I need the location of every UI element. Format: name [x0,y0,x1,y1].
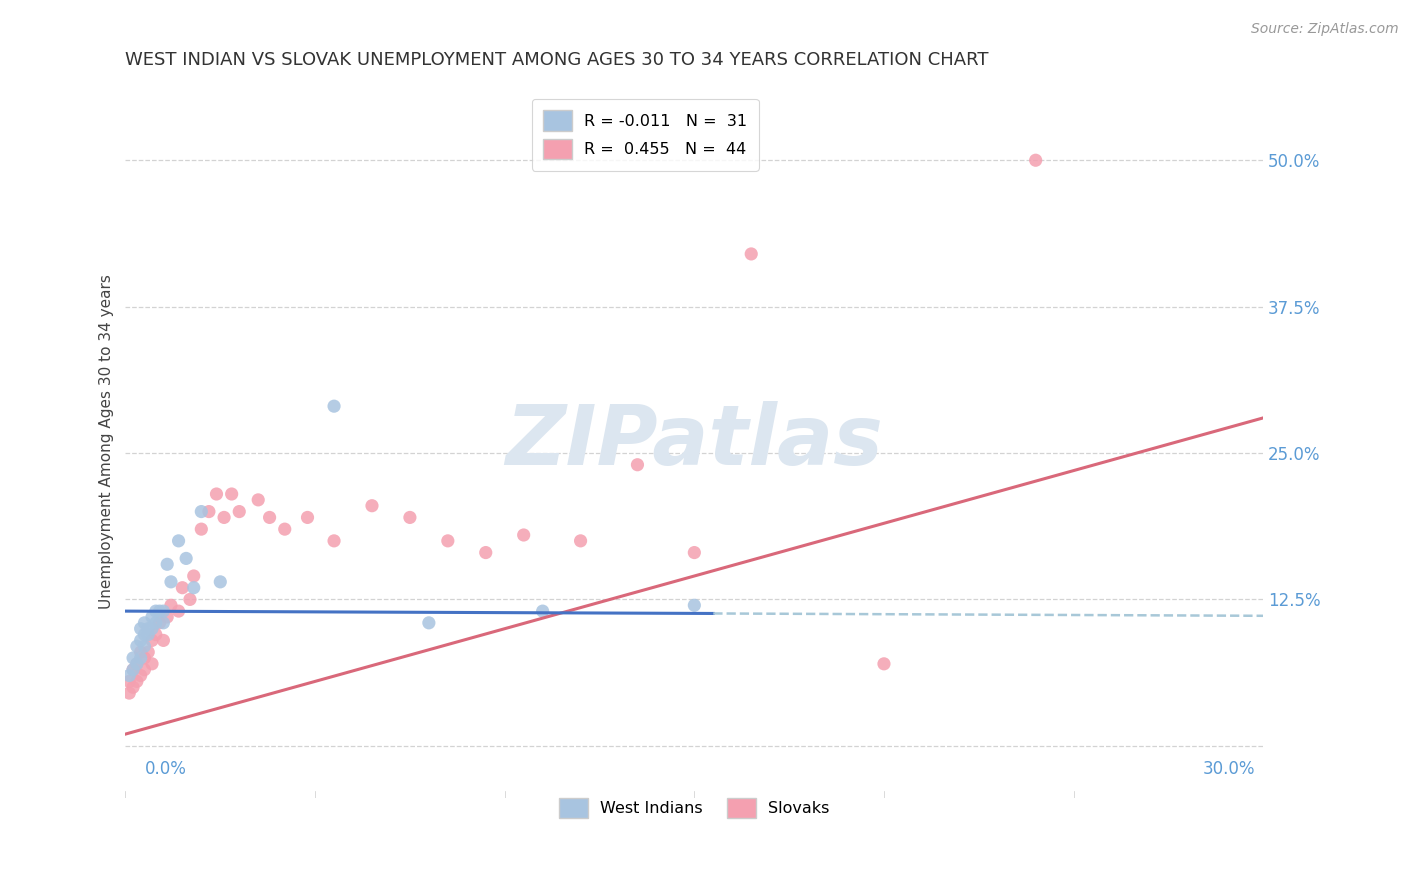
Point [1025,153,1047,168]
Point [118,668,141,682]
Legend: West Indians, Slovaks: West Indians, Slovaks [553,791,837,825]
Point [152,633,174,648]
Point [474,545,496,559]
Point [129,645,152,659]
Point [183,581,205,595]
Point [259,510,281,524]
Text: WEST INDIAN VS SLOVAK UNEMPLOYMENT AMONG AGES 30 TO 34 YEARS CORRELATION CHART: WEST INDIAN VS SLOVAK UNEMPLOYMENT AMONG… [125,51,988,69]
Point [683,599,706,613]
Point [145,627,167,641]
Point [149,615,172,630]
Point [134,627,156,641]
Point [156,558,179,572]
Point [141,657,163,671]
Point [145,604,167,618]
Point [167,533,190,548]
Point [160,599,183,613]
Point [198,505,221,519]
Point [118,686,141,700]
Point [418,615,440,630]
Point [569,533,592,548]
Text: Source: ZipAtlas.com: Source: ZipAtlas.com [1251,22,1399,37]
Point [145,615,167,630]
Point [125,640,148,654]
Point [167,604,190,618]
Point [183,569,205,583]
Point [134,663,156,677]
Point [221,487,243,501]
Y-axis label: Unemployment Among Ages 30 to 34 years: Unemployment Among Ages 30 to 34 years [100,274,114,608]
Point [125,674,148,689]
Point [134,640,156,654]
Point [129,668,152,682]
Point [212,510,235,524]
Point [129,651,152,665]
Point [136,627,159,641]
Point [134,651,156,665]
Point [172,581,194,595]
Point [160,574,183,589]
Point [129,633,152,648]
Point [149,604,172,618]
Point [122,680,145,694]
Point [174,551,197,566]
Point [156,610,179,624]
Point [125,657,148,671]
Point [512,528,534,542]
Text: 30.0%: 30.0% [1204,760,1256,778]
Point [136,622,159,636]
Point [122,663,145,677]
Point [873,657,896,671]
Point [152,615,174,630]
Point [740,247,762,261]
Point [209,574,232,589]
Point [297,510,319,524]
Point [361,499,384,513]
Point [399,510,422,524]
Point [152,604,174,618]
Point [190,505,212,519]
Point [323,399,346,413]
Point [247,492,270,507]
Point [134,615,156,630]
Point [141,610,163,624]
Point [228,505,250,519]
Point [141,633,163,648]
Point [531,604,554,618]
Point [136,645,159,659]
Point [205,487,228,501]
Point [129,622,152,636]
Point [122,651,145,665]
Point [118,674,141,689]
Text: ZIPatlas: ZIPatlas [505,401,883,482]
Point [626,458,648,472]
Point [190,522,212,536]
Point [274,522,297,536]
Point [437,533,460,548]
Text: 0.0%: 0.0% [145,760,187,778]
Point [683,545,706,559]
Point [141,622,163,636]
Point [323,533,346,548]
Point [122,663,145,677]
Point [125,657,148,671]
Point [179,592,201,607]
